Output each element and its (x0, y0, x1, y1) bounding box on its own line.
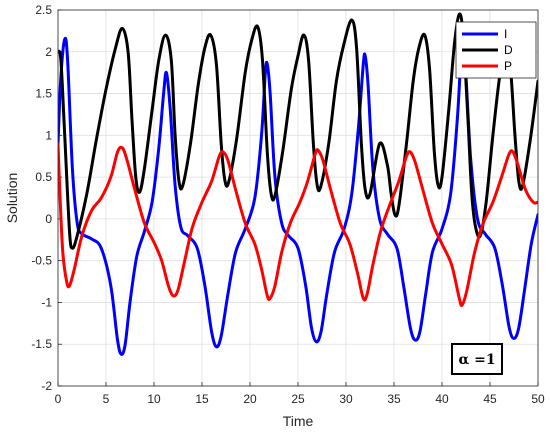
x-tick-label: 10 (147, 392, 161, 406)
legend: IDP (455, 21, 537, 79)
x-tick-label: 35 (387, 392, 401, 406)
x-axis-label: Time (283, 413, 314, 429)
y-tick-label: 0.5 (35, 170, 52, 184)
plot-frame (57, 9, 539, 387)
y-tick-label: 0 (45, 212, 52, 226)
y-tick-label: 2 (45, 45, 52, 59)
x-tick-label: 25 (291, 392, 305, 406)
x-tick-labels: 0 5 10 15 20 25 30 35 40 45 50 (55, 392, 545, 406)
x-tick-label: 15 (195, 392, 209, 406)
y-tick-label: -0.5 (31, 254, 52, 268)
annotation-text: α =1 (458, 352, 495, 368)
x-tick-label: 0 (55, 392, 62, 406)
x-tick-label: 20 (243, 392, 257, 406)
y-tick-label: -2 (41, 379, 52, 393)
y-tick-labels: -2 -1.5 -1 -0.5 0 0.5 1 1.5 2 2.5 (31, 3, 52, 393)
annotation-box (451, 343, 503, 375)
legend-label-D: D (504, 43, 513, 57)
x-tick-label: 30 (339, 392, 353, 406)
x-tick-label: 45 (483, 392, 497, 406)
y-tick-label: -1 (41, 295, 52, 309)
y-tick-label: 1 (45, 128, 52, 142)
y-tick-label: 2.5 (35, 3, 52, 17)
x-tick-label: 5 (103, 392, 110, 406)
x-tick-label: 50 (531, 392, 545, 406)
y-axis-label: Solution (4, 173, 20, 224)
alpha-annotation: α =1 (451, 343, 503, 375)
y-tick-label: -1.5 (31, 337, 52, 351)
x-tick-label: 40 (435, 392, 449, 406)
series-line-P (58, 142, 538, 307)
legend-label-P: P (504, 59, 512, 73)
y-tick-label: 1.5 (35, 87, 52, 101)
legend-label-I: I (504, 27, 507, 41)
